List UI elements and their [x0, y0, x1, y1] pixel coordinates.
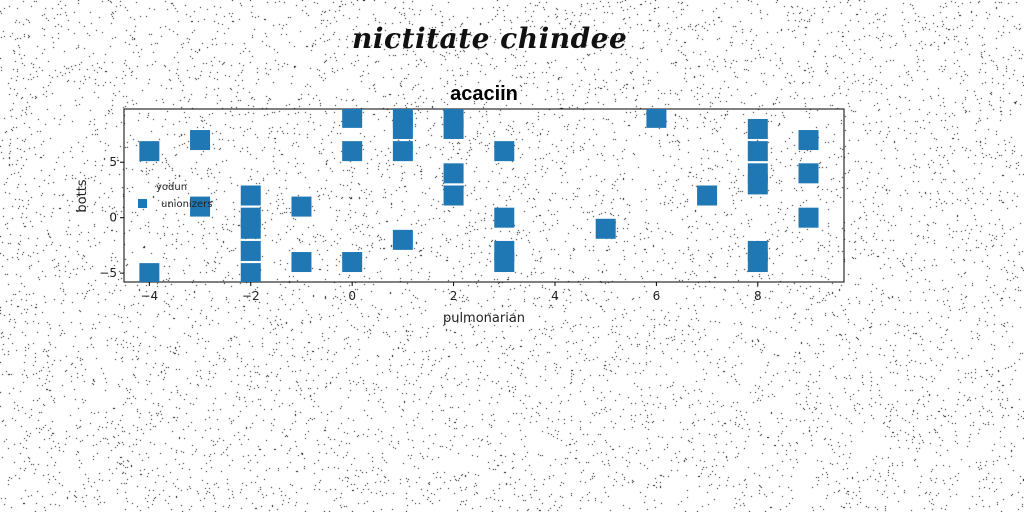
data-point	[646, 109, 667, 128]
x-tick-label: −4	[141, 289, 159, 303]
y-tick-label: −5	[99, 266, 117, 280]
x-tick-label: 2	[450, 289, 458, 303]
legend: yodun unionizers	[138, 182, 212, 210]
data-point	[697, 185, 718, 206]
x-tick-label: 6	[653, 289, 661, 303]
chart-title: acaciin	[450, 83, 518, 105]
plot-area	[123, 108, 845, 283]
data-point	[342, 109, 363, 128]
y-axis-label: botts	[75, 179, 90, 212]
x-tick-label: 0	[348, 289, 356, 303]
x-axis-label: pulmonarian	[443, 311, 525, 326]
data-point	[798, 130, 819, 151]
x-tick-label: 4	[551, 289, 559, 303]
data-point	[291, 196, 312, 217]
data-point	[190, 196, 211, 217]
data-point	[342, 141, 363, 162]
x-axis: −4 −2 0 2 4 6 8	[141, 282, 762, 303]
data-point	[443, 118, 464, 139]
data-point	[291, 252, 312, 273]
legend-label: unionizers	[161, 199, 212, 210]
data-point	[392, 118, 413, 139]
y-axis: −5 0 5	[99, 155, 124, 280]
data-points	[139, 109, 819, 282]
data-point	[240, 240, 261, 261]
data-point	[595, 218, 616, 239]
data-point	[798, 163, 819, 184]
data-point	[190, 130, 211, 151]
data-point	[747, 118, 768, 139]
data-point	[240, 263, 261, 282]
x-tick-label: 8	[754, 289, 762, 303]
data-point	[139, 141, 160, 162]
x-tick-label: −2	[242, 289, 260, 303]
data-point	[240, 218, 261, 239]
data-point	[342, 252, 363, 273]
page-title: nictitate chindee	[352, 22, 628, 55]
data-point	[747, 141, 768, 162]
data-point	[494, 207, 515, 228]
data-point	[494, 141, 515, 162]
y-tick-label: 5	[109, 155, 117, 169]
data-point	[798, 207, 819, 228]
legend-title: yodun	[156, 182, 187, 193]
legend-marker	[138, 199, 147, 208]
data-point	[240, 185, 261, 206]
y-tick-label: 0	[109, 211, 117, 225]
data-point	[392, 141, 413, 162]
data-point	[747, 174, 768, 195]
data-point	[392, 229, 413, 250]
data-point	[443, 185, 464, 206]
data-point	[139, 263, 160, 282]
data-point	[747, 252, 768, 273]
data-point	[443, 163, 464, 184]
data-point	[494, 252, 515, 273]
